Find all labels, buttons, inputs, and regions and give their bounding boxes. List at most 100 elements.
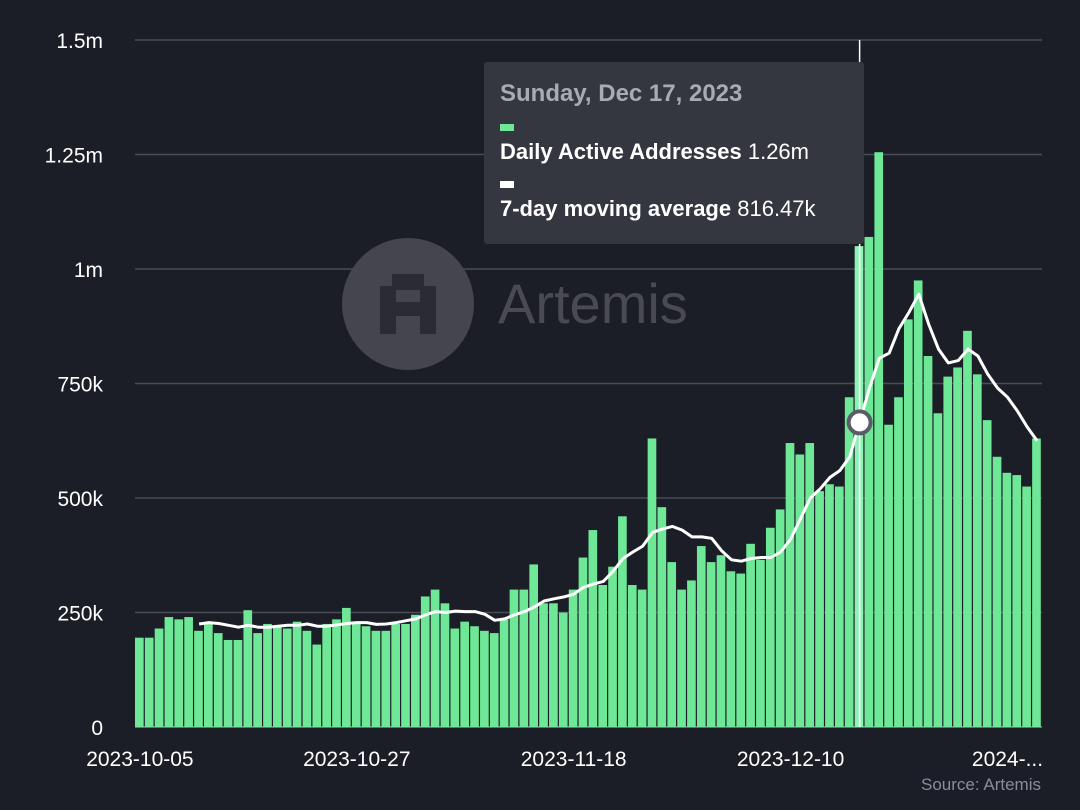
bar[interactable] [174, 619, 184, 727]
bar[interactable] [716, 555, 726, 727]
bar[interactable] [312, 644, 322, 727]
bar[interactable] [1002, 472, 1012, 727]
bar[interactable] [332, 619, 341, 727]
bar[interactable] [874, 152, 884, 727]
tooltip-value: 816.47k [737, 196, 816, 221]
bar[interactable] [420, 596, 430, 727]
tooltip-row-daily-active: Daily Active Addresses 1.26m [500, 139, 848, 165]
bar[interactable] [963, 330, 972, 727]
bar[interactable] [825, 484, 834, 727]
bar[interactable] [519, 589, 529, 727]
bar[interactable] [204, 623, 213, 727]
bar[interactable] [588, 530, 598, 727]
bar[interactable] [785, 443, 795, 727]
bar[interactable] [194, 630, 203, 727]
bar[interactable] [411, 614, 420, 727]
bar[interactable] [736, 573, 746, 727]
bar[interactable] [746, 543, 755, 727]
bar[interactable] [164, 617, 174, 727]
bar[interactable] [775, 509, 785, 727]
bar[interactable] [243, 610, 253, 727]
bar[interactable] [696, 546, 706, 727]
bar[interactable] [342, 607, 351, 727]
bar[interactable] [322, 623, 331, 727]
bar[interactable] [943, 376, 953, 727]
bar[interactable] [489, 633, 499, 727]
y-tick-label: 1.5m [56, 30, 103, 53]
bar[interactable] [992, 456, 1002, 727]
bar[interactable] [795, 454, 805, 727]
bar[interactable] [598, 585, 608, 727]
y-axis-labels: 0 250k 500k 750k 1m 1.25m 1.5m [45, 30, 104, 740]
bar[interactable] [834, 486, 844, 727]
bar[interactable] [608, 566, 617, 727]
bar[interactable] [391, 623, 400, 727]
bar[interactable] [756, 559, 765, 727]
bar[interactable] [135, 637, 144, 727]
bar[interactable] [578, 557, 588, 727]
bar[interactable] [253, 633, 262, 727]
bar[interactable] [401, 623, 410, 727]
bar[interactable] [647, 438, 657, 727]
bar[interactable] [894, 397, 903, 727]
bar[interactable] [982, 420, 992, 727]
bar[interactable] [844, 397, 854, 727]
bar[interactable] [381, 630, 391, 727]
bar[interactable] [529, 564, 539, 727]
bar[interactable] [509, 589, 519, 727]
bar[interactable] [450, 628, 460, 727]
bar[interactable] [302, 630, 312, 727]
bar[interactable] [1012, 475, 1022, 727]
bar[interactable] [627, 585, 637, 727]
bar[interactable] [805, 443, 815, 727]
bar[interactable] [677, 589, 686, 727]
bar[interactable] [972, 374, 982, 727]
bar[interactable] [923, 356, 933, 727]
x-tick-label: 2023-12-10 [737, 748, 844, 771]
bar[interactable] [568, 589, 578, 727]
bar[interactable] [864, 236, 874, 727]
bar[interactable] [637, 589, 647, 727]
bar[interactable] [657, 507, 667, 727]
bar[interactable] [361, 626, 371, 727]
bar[interactable] [903, 319, 913, 727]
bar[interactable] [539, 603, 548, 727]
bar[interactable] [351, 623, 361, 727]
bar[interactable] [618, 516, 627, 727]
bar[interactable] [213, 633, 223, 727]
bar[interactable] [233, 639, 243, 727]
bar[interactable] [371, 630, 381, 727]
bar[interactable] [706, 562, 716, 727]
bar[interactable] [480, 630, 489, 727]
hover-point [846, 409, 873, 436]
watermark-logo-mark [380, 274, 436, 334]
bar[interactable] [292, 621, 302, 727]
bar[interactable] [549, 603, 558, 727]
bar[interactable] [263, 623, 272, 727]
bar[interactable] [273, 626, 282, 727]
bar[interactable] [953, 367, 962, 727]
y-tick-label: 250k [57, 603, 103, 626]
bar[interactable] [765, 527, 775, 727]
bar[interactable] [667, 562, 677, 727]
bar[interactable] [430, 589, 440, 727]
bar[interactable] [499, 619, 509, 727]
bar[interactable] [1022, 486, 1031, 727]
bar[interactable] [184, 617, 193, 727]
bar[interactable] [815, 491, 824, 727]
bar[interactable] [913, 280, 923, 727]
bar[interactable] [154, 628, 164, 727]
bar[interactable] [440, 603, 450, 727]
bar[interactable] [470, 626, 479, 727]
bar[interactable] [282, 628, 292, 727]
bar[interactable] [1032, 438, 1041, 727]
bar[interactable] [144, 637, 154, 727]
bar[interactable] [884, 424, 893, 727]
bar[interactable] [933, 413, 943, 727]
y-tick-label: 0 [91, 717, 103, 740]
bar[interactable] [726, 571, 736, 727]
bar[interactable] [687, 580, 696, 727]
bar[interactable] [460, 621, 469, 727]
bar[interactable] [223, 639, 233, 727]
bar[interactable] [558, 612, 568, 728]
